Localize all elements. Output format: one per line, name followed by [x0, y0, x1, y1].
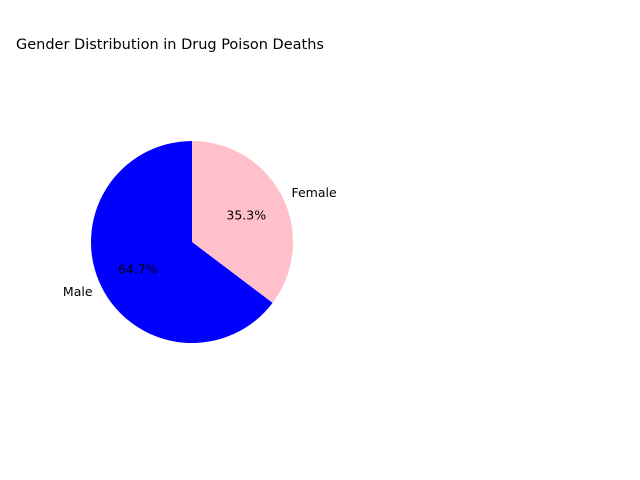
chart-title: Gender Distribution in Drug Poison Death…: [16, 37, 324, 53]
slice-pct-female: 35.3%: [226, 207, 266, 222]
slice-label-male: Male: [63, 284, 93, 299]
pie-chart: Female 35.3% Male 64.7%: [63, 140, 337, 344]
pie-slice-female: [192, 141, 293, 303]
slice-pct-male: 64.7%: [118, 262, 158, 277]
slice-label-female: Female: [291, 185, 337, 200]
pie-slice-male: [90, 140, 273, 344]
